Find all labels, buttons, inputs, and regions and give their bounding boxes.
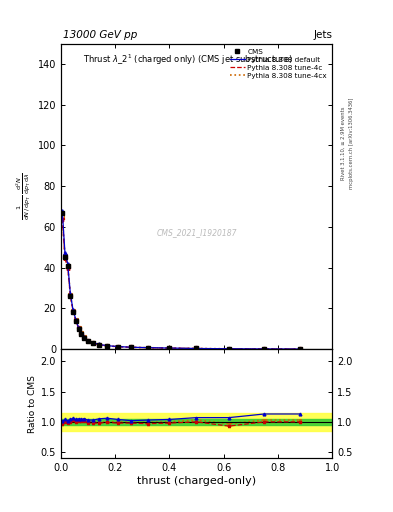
Text: 13000 GeV pp: 13000 GeV pp (63, 30, 137, 40)
Pythia 8.308 tune-4cx (227, 346, 231, 352)
Pythia 8.308 default (62, 250, 67, 257)
Pythia 8.308 default (60, 207, 64, 214)
Text: Thrust $\lambda\_2^1$ (charged only) (CMS jet substructure): Thrust $\lambda\_2^1$ (charged only) (CM… (83, 53, 293, 67)
CMS (68, 293, 73, 299)
CMS (262, 346, 266, 352)
CMS (297, 346, 302, 352)
Pythia 8.308 default (91, 340, 96, 346)
CMS (65, 263, 70, 269)
Pythia 8.308 tune-4cx (91, 340, 96, 346)
Pythia 8.308 tune-4cx (60, 214, 64, 220)
Pythia 8.308 tune-4c (82, 335, 86, 341)
Pythia 8.308 tune-4cx (82, 334, 86, 340)
Pythia 8.308 default (194, 346, 199, 352)
Pythia 8.308 default (105, 343, 109, 349)
Pythia 8.308 tune-4cx (262, 346, 266, 352)
Pythia 8.308 default (97, 342, 101, 348)
CMS (73, 317, 78, 324)
Text: Rivet 3.1.10, ≥ 2.9M events: Rivet 3.1.10, ≥ 2.9M events (341, 106, 346, 180)
Line: Pythia 8.308 tune-4cx: Pythia 8.308 tune-4cx (62, 217, 299, 349)
Pythia 8.308 tune-4cx (73, 317, 78, 323)
CMS (145, 345, 150, 351)
Pythia 8.308 tune-4cx (71, 308, 75, 314)
CMS (116, 344, 120, 350)
Pythia 8.308 tune-4c (68, 293, 73, 299)
Pythia 8.308 tune-4c (76, 325, 81, 331)
Pythia 8.308 default (129, 344, 134, 350)
Pythia 8.308 default (73, 316, 78, 323)
Pythia 8.308 tune-4cx (86, 338, 90, 344)
Pythia 8.308 tune-4cx (62, 253, 67, 260)
Pythia 8.308 default (68, 291, 73, 297)
Legend: CMS, Pythia 8.308 default, Pythia 8.308 tune-4c, Pythia 8.308 tune-4cx: CMS, Pythia 8.308 default, Pythia 8.308 … (229, 47, 329, 80)
Pythia 8.308 tune-4c (129, 344, 134, 350)
Pythia 8.308 tune-4c (105, 343, 109, 349)
Pythia 8.308 tune-4cx (194, 346, 199, 352)
Text: CMS_2021_I1920187: CMS_2021_I1920187 (156, 228, 237, 238)
Pythia 8.308 default (227, 346, 231, 352)
Y-axis label: $\frac{1}{\mathrm{d}N\,/\,\mathrm{d}p_\mathrm{T}}\,\frac{\mathrm{d}^2 N}{\mathrm: $\frac{1}{\mathrm{d}N\,/\,\mathrm{d}p_\m… (15, 173, 33, 220)
CMS (82, 335, 86, 341)
Pythia 8.308 default (79, 330, 84, 336)
Line: CMS: CMS (60, 210, 302, 351)
Pythia 8.308 tune-4c (91, 340, 96, 346)
Pythia 8.308 default (65, 261, 70, 267)
Pythia 8.308 tune-4c (145, 345, 150, 351)
Text: mcplots.cern.ch [arXiv:1306.3436]: mcplots.cern.ch [arXiv:1306.3436] (349, 98, 354, 189)
Line: Pythia 8.308 tune-4c: Pythia 8.308 tune-4c (62, 219, 299, 349)
CMS (62, 254, 67, 261)
Pythia 8.308 default (71, 307, 75, 313)
CMS (105, 343, 109, 349)
Pythia 8.308 tune-4cx (145, 345, 150, 351)
Pythia 8.308 default (82, 334, 86, 340)
CMS (97, 342, 101, 348)
Pythia 8.308 tune-4cx (129, 344, 134, 350)
CMS (86, 338, 90, 344)
Pythia 8.308 default (167, 345, 172, 351)
Pythia 8.308 tune-4c (62, 255, 67, 262)
Pythia 8.308 tune-4cx (105, 343, 109, 349)
CMS (71, 309, 75, 315)
Pythia 8.308 tune-4c (86, 338, 90, 344)
Pythia 8.308 default (116, 344, 120, 350)
Pythia 8.308 tune-4c (79, 331, 84, 337)
Pythia 8.308 tune-4cx (297, 346, 302, 352)
Pythia 8.308 tune-4c (116, 344, 120, 350)
Pythia 8.308 tune-4cx (116, 344, 120, 350)
Pythia 8.308 tune-4c (167, 345, 172, 351)
CMS (60, 209, 64, 216)
CMS (129, 344, 134, 350)
Pythia 8.308 tune-4cx (68, 292, 73, 298)
Pythia 8.308 tune-4c (262, 346, 266, 352)
Pythia 8.308 default (145, 345, 150, 351)
Pythia 8.308 tune-4cx (97, 342, 101, 348)
CMS (91, 340, 96, 346)
Pythia 8.308 default (76, 325, 81, 331)
Text: Jets: Jets (313, 30, 332, 40)
Pythia 8.308 tune-4c (73, 317, 78, 324)
CMS (227, 346, 231, 352)
Pythia 8.308 tune-4cx (167, 345, 172, 351)
Pythia 8.308 tune-4c (71, 308, 75, 314)
Pythia 8.308 tune-4c (65, 265, 70, 271)
Pythia 8.308 tune-4c (97, 342, 101, 348)
Pythia 8.308 default (297, 346, 302, 352)
CMS (79, 331, 84, 337)
Y-axis label: Ratio to CMS: Ratio to CMS (28, 375, 37, 433)
CMS (167, 345, 172, 351)
Pythia 8.308 tune-4cx (65, 263, 70, 269)
Pythia 8.308 tune-4cx (79, 330, 84, 336)
Pythia 8.308 tune-4c (227, 346, 231, 352)
Pythia 8.308 tune-4c (297, 346, 302, 352)
Pythia 8.308 default (262, 346, 266, 352)
Pythia 8.308 default (86, 338, 90, 344)
CMS (76, 326, 81, 332)
Pythia 8.308 tune-4c (194, 346, 199, 352)
Pythia 8.308 tune-4c (60, 216, 64, 222)
Pythia 8.308 tune-4cx (76, 325, 81, 331)
Line: Pythia 8.308 default: Pythia 8.308 default (62, 210, 299, 349)
CMS (194, 346, 199, 352)
X-axis label: thrust (charged-only): thrust (charged-only) (137, 476, 256, 486)
